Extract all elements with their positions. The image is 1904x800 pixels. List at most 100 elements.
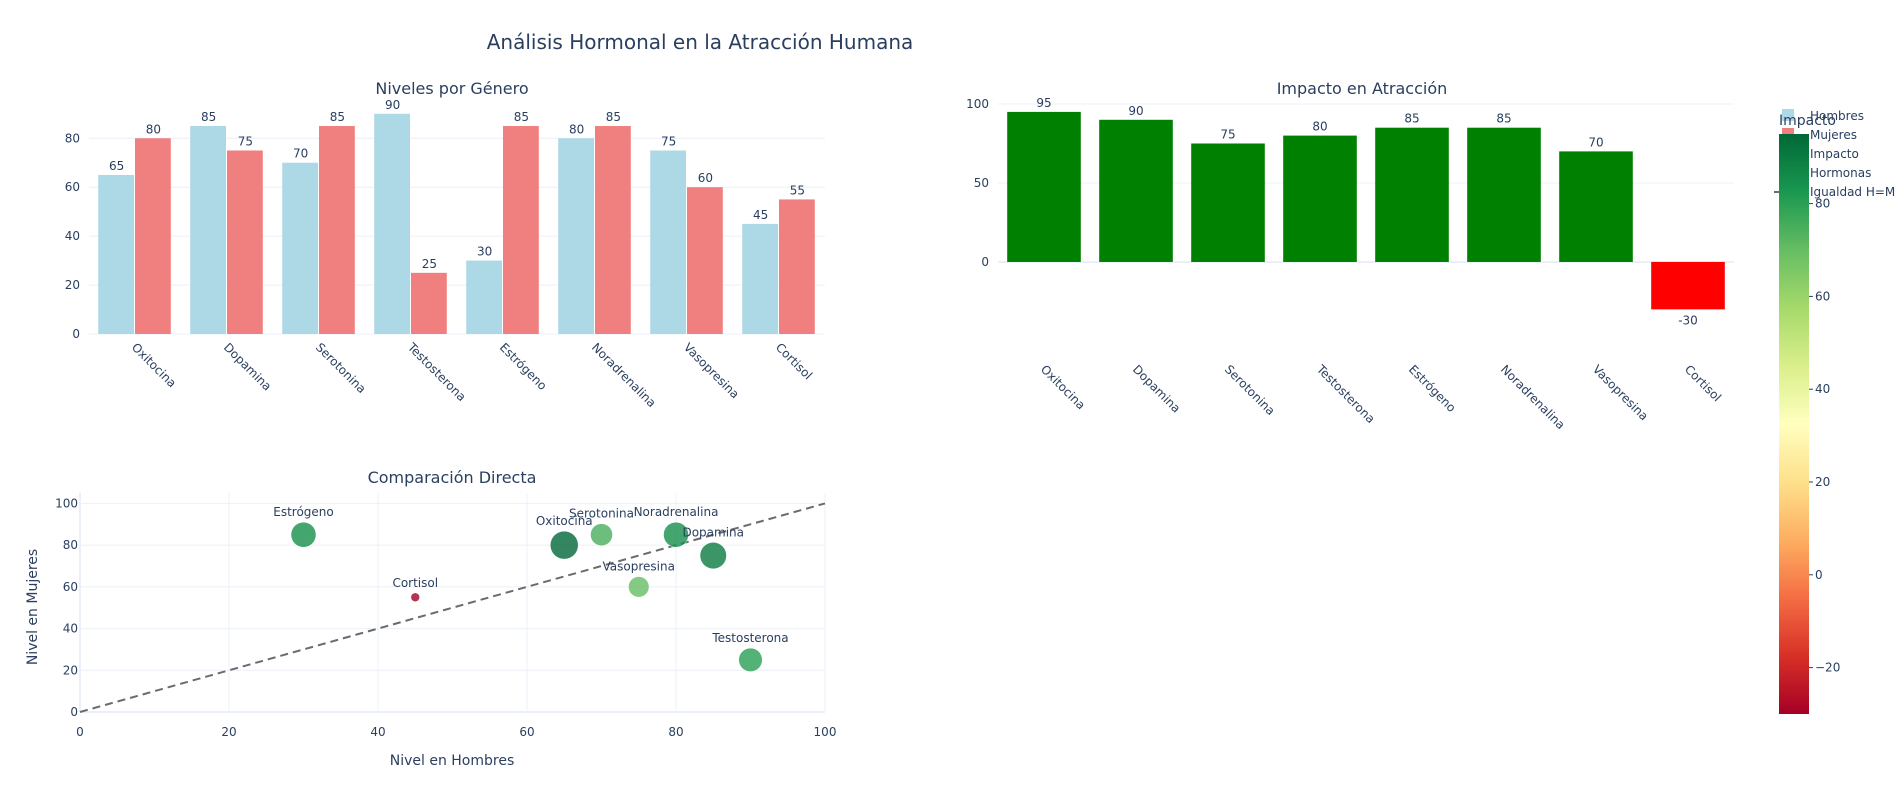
x-tick-label: 60 [519, 725, 534, 739]
bar-hombres-oxitocina [98, 174, 134, 334]
x-tick-label: Cortisol [1682, 362, 1724, 404]
colorbar-gradient [1779, 134, 1809, 714]
y-axis: 0 20 40 60 80 100 [55, 496, 78, 719]
y-tick-label: 50 [974, 176, 989, 190]
point-testosterona [738, 647, 763, 672]
data-labels: 95 90 75 80 85 85 70 -30 [1036, 96, 1697, 327]
colorbar-tick-label: 20 [1815, 475, 1830, 489]
x-tick-label: Dopamina [221, 340, 274, 393]
legend-label: Mujeres [1810, 128, 1857, 142]
page-title: Análisis Hormonal en la Atracción Humana [487, 30, 914, 54]
x-tick-label: Estrógeno [1406, 362, 1459, 415]
bars [1007, 111, 1725, 310]
bar-value-label: -30 [1678, 313, 1698, 327]
colorbar-title: Impacto [1779, 113, 1836, 129]
y-tick-label: 20 [63, 663, 78, 677]
x-tick-label: Serotonina [313, 340, 369, 396]
point-label: Cortisol [392, 576, 438, 590]
x-tick-label: Cortisol [773, 340, 815, 382]
bar-value-label: 85 [1496, 112, 1511, 126]
subplot-impact: Impacto en Atracción 0 50 100 95 90 75 80 85 85… [966, 79, 1734, 432]
colorbar-tick-label: 0 [1815, 568, 1823, 582]
bar-value-label: 80 [1312, 120, 1327, 134]
impact-bar-dopamina [1099, 119, 1173, 262]
x-tick-label: Vasopresina [681, 340, 742, 401]
x-tick-label: Oxitocina [129, 340, 179, 390]
y-tick-label: 0 [72, 327, 80, 341]
point-label: Vasopresina [603, 560, 675, 574]
point-label: Dopamina [682, 525, 744, 539]
bar-value-label: 60 [698, 171, 713, 185]
x-tick-label: Testosterona [1313, 362, 1378, 427]
x-tick-label: Dopamina [1130, 362, 1183, 415]
x-tick-label: Testosterona [404, 340, 469, 405]
point-dopamina [699, 542, 727, 570]
data-labels: 65 80 85 75 70 85 90 25 30 85 80 85 75 60 45 55 [109, 98, 805, 271]
colorbar-tick-label: −20 [1815, 661, 1840, 675]
y-tick-label: 0 [981, 255, 989, 269]
grid [79, 493, 826, 713]
impact-bar-estrogeno [1375, 127, 1449, 262]
point-label: Noradrenalina [634, 505, 719, 519]
bar-value-label: 80 [569, 122, 584, 136]
bar-value-label: 95 [1036, 96, 1051, 110]
y-tick-label: 100 [55, 496, 78, 510]
x-axis: Oxitocina Dopamina Serotonina Testosterona E… [129, 340, 815, 411]
impact-bar-testosterona [1283, 135, 1357, 262]
bar-value-label: 45 [753, 208, 768, 222]
y-tick-label: 60 [65, 180, 80, 194]
bar-value-label: 85 [514, 110, 529, 124]
bar-hombres-noradrenalina [558, 138, 594, 334]
subplot-direct-comparison: Comparación Directa 0 20 40 60 80 100 0 20 40 60… [25, 468, 836, 769]
legend-label: Impacto [1810, 147, 1859, 161]
colorbar-ticks: 80 60 40 20 0 −20 [1809, 197, 1840, 675]
y-tick-label: 80 [63, 538, 78, 552]
bars [98, 113, 815, 335]
bar-value-label: 55 [790, 183, 805, 197]
bar-mujeres-estrogeno [503, 126, 539, 335]
impact-bar-noradrenalina [1467, 127, 1541, 262]
bar-mujeres-noradrenalina [595, 126, 631, 335]
x-tick-label: Noradrenalina [589, 340, 659, 410]
bar-mujeres-vasopresina [687, 187, 723, 334]
legend-item-hombres[interactable]: Hombres [1782, 109, 1864, 123]
x-axis: 0 20 40 60 80 100 [76, 725, 836, 739]
point-serotonina [590, 523, 613, 547]
colorbar-tick-label: 60 [1815, 289, 1830, 303]
point-oxitocina [550, 530, 579, 560]
impact-bar-oxitocina [1007, 111, 1081, 262]
point-label: Oxitocina [536, 514, 593, 528]
bar-mujeres-testosterona [411, 272, 447, 334]
x-axis-title: Nivel en Hombres [390, 753, 515, 769]
y-tick-label: 40 [65, 229, 80, 243]
bar-value-label: 80 [146, 122, 161, 136]
bar-mujeres-dopamina [227, 150, 263, 334]
point-noradrenalina [663, 521, 689, 548]
x-tick-label: 80 [668, 725, 683, 739]
impact-bar-vasopresina [1559, 151, 1633, 262]
x-tick-label: 20 [221, 725, 236, 739]
point-estrogeno [290, 521, 317, 548]
point-vasopresina [628, 576, 650, 598]
point-label: Serotonina [569, 507, 634, 521]
bar-value-label: 70 [293, 147, 308, 161]
bar-hombres-cortisol [742, 223, 778, 334]
bar-value-label: 90 [385, 98, 400, 112]
subplot-title-comparison: Comparación Directa [368, 468, 537, 487]
subplot-levels-by-gender: Niveles por Género 0 20 40 60 80 65 80 85 75 70 8… [65, 79, 825, 410]
bar-value-label: 30 [477, 245, 492, 259]
bar-value-label: 75 [238, 134, 253, 148]
bar-value-label: 75 [661, 134, 676, 148]
subplot-title-levels: Niveles por Género [375, 79, 528, 98]
legend-label: Igualdad H=M [1810, 185, 1895, 199]
colorbar-tick-label: 40 [1815, 382, 1830, 396]
point-label: Testosterona [711, 631, 788, 645]
equality-line [79, 502, 826, 713]
bar-mujeres-serotonina [319, 126, 355, 335]
bar-hombres-dopamina [190, 126, 226, 335]
bar-value-label: 85 [201, 110, 216, 124]
y-tick-label: 40 [63, 622, 78, 636]
point-label: Estrógeno [273, 505, 334, 519]
